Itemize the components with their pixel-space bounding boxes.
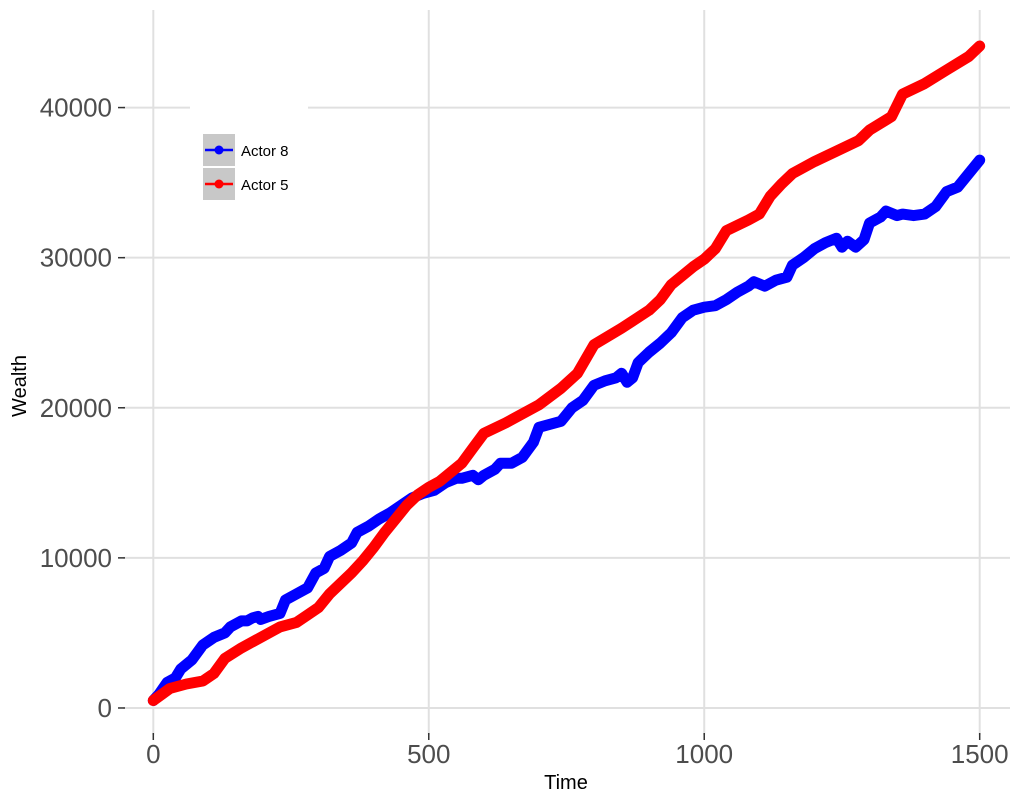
x-tick-label-500: 500 — [407, 739, 450, 769]
series-line-actor-5 — [147, 40, 986, 706]
axis-ticks: 0 10000 20000 30000 40000 0 500 1000 1500 — [40, 93, 1009, 769]
legend-label-actor-5: Actor 5 — [241, 177, 289, 194]
y-tick-label-30000: 30000 — [40, 243, 112, 273]
x-tick-label-1000: 1000 — [675, 739, 733, 769]
y-tick-label-40000: 40000 — [40, 93, 112, 123]
x-tick-label-1500: 1500 — [951, 739, 1009, 769]
series-line-actor-8 — [147, 154, 986, 706]
legend-marker-actor-8 — [214, 145, 224, 155]
x-tick-label-0: 0 — [146, 739, 160, 769]
y-axis-title: Wealth — [9, 355, 31, 417]
legend-label-actor-8: Actor 8 — [241, 143, 289, 160]
legend: Actor 8 Actor 5 — [190, 96, 308, 214]
y-tick-label-20000: 20000 — [40, 393, 112, 423]
legend-item-actor-5: Actor 5 — [203, 168, 289, 200]
y-tick-label-10000: 10000 — [40, 543, 112, 573]
legend-marker-actor-5 — [214, 179, 224, 189]
y-tick-label-0: 0 — [98, 693, 112, 723]
x-axis-title: Time — [544, 772, 588, 794]
legend-item-actor-8: Actor 8 — [203, 134, 289, 166]
series-lines — [147, 40, 986, 706]
